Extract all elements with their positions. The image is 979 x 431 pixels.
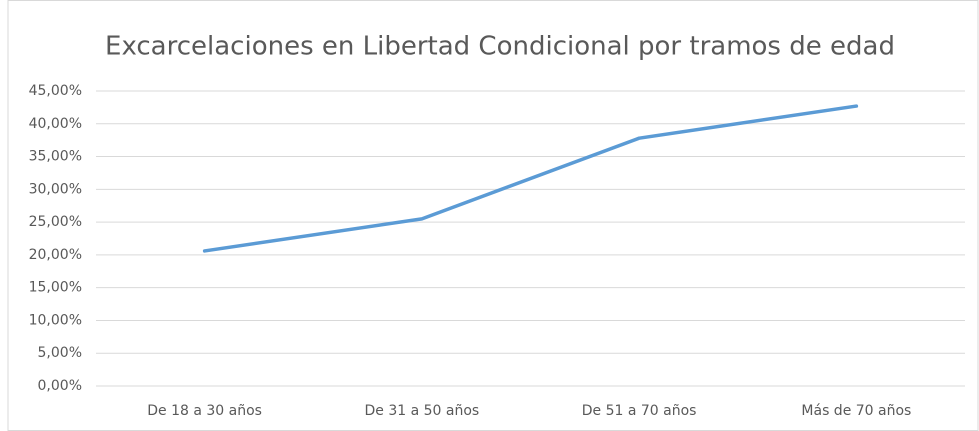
y-tick-label: 0,00% bbox=[38, 378, 82, 394]
x-tick-label: De 18 a 30 años bbox=[147, 403, 262, 419]
x-tick-label: De 31 a 50 años bbox=[365, 403, 480, 419]
x-tick-label: Más de 70 años bbox=[801, 403, 911, 419]
y-tick-label: 25,00% bbox=[29, 214, 82, 230]
y-tick-label: 30,00% bbox=[29, 181, 82, 197]
y-tick-label: 20,00% bbox=[29, 247, 82, 263]
data-line bbox=[202, 104, 859, 253]
x-tick-label: De 51 a 70 años bbox=[582, 403, 697, 419]
chart-title: Excarcelaciones en Libertad Condicional … bbox=[105, 32, 895, 62]
y-tick-label: 45,00% bbox=[29, 83, 82, 99]
chart-frame bbox=[7, 0, 979, 431]
y-tick-label: 5,00% bbox=[38, 345, 82, 361]
y-tick-label: 10,00% bbox=[29, 312, 82, 328]
y-tick-label: 40,00% bbox=[29, 116, 82, 132]
y-tick-label: 35,00% bbox=[29, 149, 82, 165]
y-tick-label: 15,00% bbox=[29, 280, 82, 296]
